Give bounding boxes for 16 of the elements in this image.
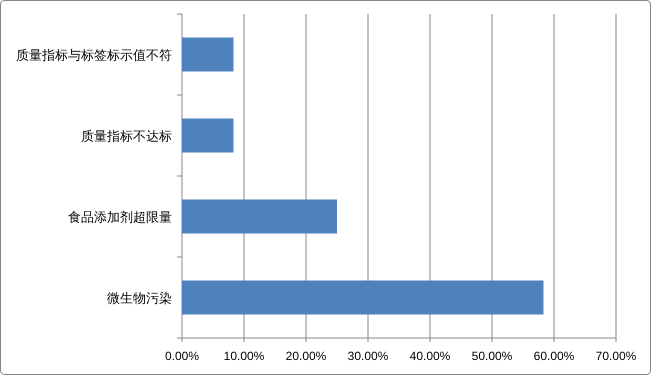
y-tick-label: 质量指标与标签标示值不符 [16, 48, 172, 62]
x-tick-label: 0.00% [164, 349, 200, 363]
x-tick-label: 60.00% [534, 349, 575, 363]
bar [182, 199, 337, 234]
x-tick-label: 40.00% [410, 349, 451, 363]
x-tick-label: 50.00% [472, 349, 513, 363]
x-tick-label: 10.00% [224, 349, 265, 363]
y-tick-label: 食品添加剂超限量 [68, 210, 172, 224]
x-tick-label: 30.00% [348, 349, 389, 363]
x-tick-label: 70.00% [596, 349, 637, 363]
y-tick-label: 质量指标不达标 [81, 128, 172, 144]
bar [182, 37, 234, 72]
bar [182, 280, 544, 315]
x-tick-label: 20.00% [286, 349, 327, 363]
bar [182, 118, 234, 153]
y-tick-label: 微生物污染 [107, 290, 172, 306]
